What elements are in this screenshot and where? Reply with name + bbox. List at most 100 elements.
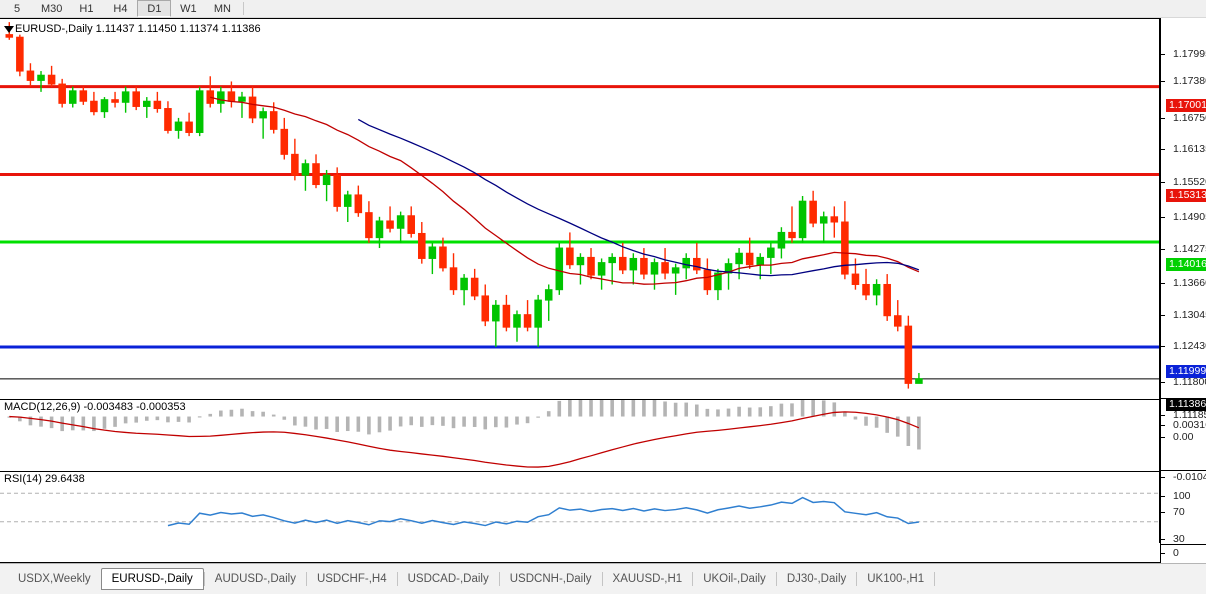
candle-body[interactable] bbox=[100, 99, 109, 113]
candle-body[interactable] bbox=[460, 277, 468, 291]
candle-body[interactable] bbox=[449, 267, 458, 291]
candle-body[interactable] bbox=[238, 96, 246, 102]
candle-body[interactable] bbox=[703, 269, 712, 291]
candle-body[interactable] bbox=[301, 163, 310, 176]
candle-body[interactable] bbox=[343, 194, 352, 207]
candle-body[interactable] bbox=[143, 100, 151, 107]
candle-body[interactable] bbox=[502, 304, 511, 328]
candle-body[interactable] bbox=[375, 220, 384, 239]
candle-body[interactable] bbox=[333, 174, 341, 207]
candle-body[interactable] bbox=[280, 128, 289, 155]
candle-body[interactable] bbox=[47, 74, 56, 85]
candle-body[interactable] bbox=[841, 221, 849, 275]
symbol-tab-usdchf-h4[interactable]: USDCHF-,H4 bbox=[316, 573, 387, 585]
candle-body[interactable] bbox=[132, 91, 140, 107]
candle-body[interactable] bbox=[58, 83, 66, 104]
candle-body[interactable] bbox=[693, 257, 701, 271]
candle-body[interactable] bbox=[26, 70, 35, 81]
candle-body[interactable] bbox=[767, 247, 775, 258]
candle-body[interactable] bbox=[217, 91, 225, 104]
candle-body[interactable] bbox=[597, 262, 606, 276]
symbol-tab-xauusd-h1[interactable]: XAUUSD-,H1 bbox=[612, 573, 683, 585]
candle-body[interactable] bbox=[629, 257, 638, 271]
candle-body[interactable] bbox=[862, 283, 870, 296]
candle-body[interactable] bbox=[492, 304, 500, 322]
candle-body[interactable] bbox=[724, 263, 733, 274]
symbol-tab-usdcad-daily[interactable]: USDCAD-,Daily bbox=[407, 573, 489, 585]
candle-body[interactable] bbox=[819, 216, 828, 224]
candle-body[interactable] bbox=[407, 215, 415, 234]
candle-body[interactable] bbox=[872, 283, 881, 296]
candle-body[interactable] bbox=[291, 153, 299, 176]
timeframe-button-w1[interactable]: W1 bbox=[180, 2, 197, 15]
candle-body[interactable] bbox=[16, 36, 24, 72]
symbol-tab-usdx-weekly[interactable]: USDX,Weekly bbox=[18, 573, 91, 585]
candle-body[interactable] bbox=[745, 252, 754, 266]
candle-body[interactable] bbox=[618, 256, 627, 271]
timeframe-button-d1[interactable]: D1 bbox=[137, 0, 172, 17]
candle-body[interactable] bbox=[513, 314, 521, 328]
candle-body[interactable] bbox=[322, 174, 331, 186]
candle-body[interactable] bbox=[587, 256, 595, 276]
candle-body[interactable] bbox=[227, 91, 236, 102]
candle-body[interactable] bbox=[714, 272, 722, 291]
candle-body[interactable] bbox=[534, 299, 542, 328]
timeframe-button-h4[interactable]: H4 bbox=[113, 2, 128, 15]
candle-body[interactable] bbox=[185, 121, 193, 133]
candle-body[interactable] bbox=[439, 246, 447, 269]
candle-body[interactable] bbox=[830, 216, 839, 223]
candle-body[interactable] bbox=[90, 100, 98, 113]
candle-body[interactable] bbox=[428, 246, 437, 259]
candle-body[interactable] bbox=[809, 200, 817, 224]
candle-body[interactable] bbox=[269, 111, 278, 130]
price-chart-canvas[interactable] bbox=[0, 19, 1159, 399]
timeframe-button-m30[interactable]: M30 bbox=[41, 2, 63, 15]
symbol-tab-eurusd-daily[interactable]: EURUSD-,Daily bbox=[100, 568, 204, 590]
rsi-pane[interactable] bbox=[0, 471, 1160, 543]
candle-body[interactable] bbox=[777, 231, 786, 249]
candle-body[interactable] bbox=[386, 220, 394, 229]
candle-body[interactable] bbox=[682, 257, 690, 269]
candle-body[interactable] bbox=[883, 283, 891, 317]
candle-body[interactable] bbox=[893, 315, 902, 327]
candle-body[interactable] bbox=[798, 200, 807, 239]
candle-body[interactable] bbox=[915, 378, 923, 384]
candle-body[interactable] bbox=[566, 247, 574, 266]
candle-body[interactable] bbox=[174, 121, 183, 131]
candle-body[interactable] bbox=[365, 212, 373, 239]
candle-body[interactable] bbox=[121, 91, 130, 103]
candle-body[interactable] bbox=[851, 273, 860, 285]
rsi-canvas[interactable] bbox=[0, 472, 1159, 543]
candle-body[interactable] bbox=[153, 100, 162, 110]
candle-body[interactable] bbox=[735, 252, 743, 265]
candle-body[interactable] bbox=[111, 99, 119, 103]
macd-canvas[interactable] bbox=[0, 400, 1159, 471]
candle-body[interactable] bbox=[37, 74, 45, 81]
candle-body[interactable] bbox=[312, 163, 320, 186]
candle-body[interactable] bbox=[248, 96, 257, 119]
candle-body[interactable] bbox=[904, 325, 913, 384]
symbol-tab-uk100-h1[interactable]: UK100-,H1 bbox=[867, 573, 925, 585]
candle-body[interactable] bbox=[788, 231, 796, 239]
symbol-tab-usdcnh-daily[interactable]: USDCNH-,Daily bbox=[509, 573, 592, 585]
candle-body[interactable] bbox=[523, 314, 532, 328]
candle-body[interactable] bbox=[79, 90, 88, 102]
candle-body[interactable] bbox=[555, 247, 564, 291]
candle-body[interactable] bbox=[195, 90, 204, 133]
candle-body[interactable] bbox=[418, 232, 426, 259]
candle-body[interactable] bbox=[650, 262, 659, 275]
macd-pane[interactable] bbox=[0, 399, 1160, 471]
symbol-tab-ukoil-daily[interactable]: UKOil-,Daily bbox=[703, 573, 766, 585]
candle-body[interactable] bbox=[756, 256, 765, 266]
candle-body[interactable] bbox=[544, 289, 553, 301]
candle-body[interactable] bbox=[608, 256, 616, 264]
candle-body[interactable] bbox=[640, 257, 648, 275]
candle-body[interactable] bbox=[164, 108, 172, 131]
candle-body[interactable] bbox=[396, 215, 405, 229]
candle-body[interactable] bbox=[68, 90, 77, 104]
candle-body[interactable] bbox=[576, 256, 585, 266]
candle-body[interactable] bbox=[5, 34, 14, 38]
price-chart-pane[interactable] bbox=[0, 19, 1160, 399]
symbol-tab-dj30-daily[interactable]: DJ30-,Daily bbox=[786, 573, 847, 585]
